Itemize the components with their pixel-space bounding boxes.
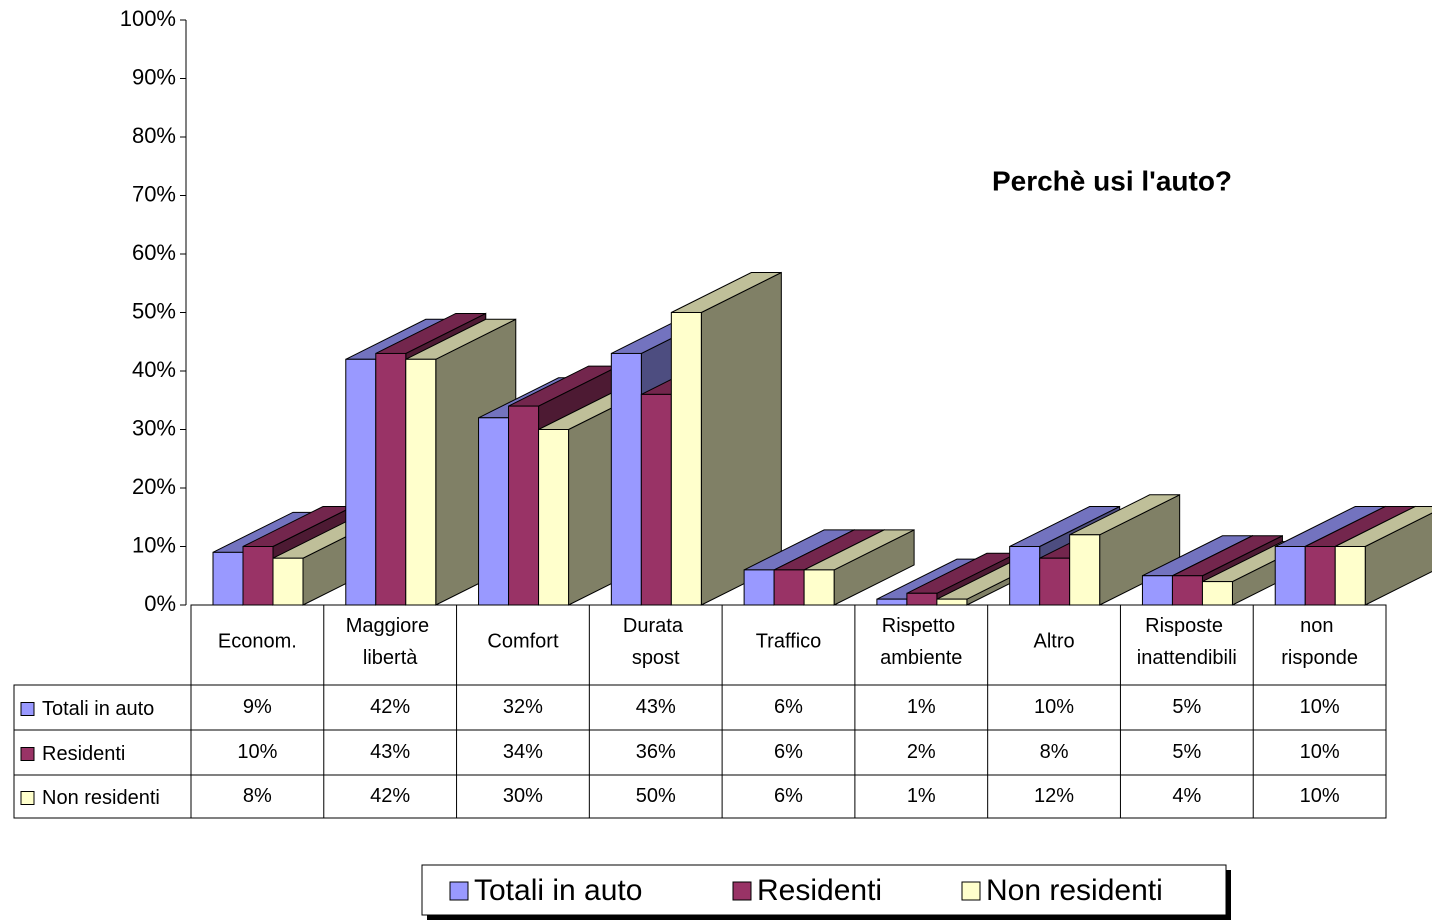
table-value: 1% <box>907 696 936 718</box>
table-value: 10% <box>1300 785 1340 807</box>
table-value: 5% <box>1172 741 1201 763</box>
bar-front <box>478 417 510 606</box>
y-tick-label: 30% <box>132 415 176 440</box>
table-value: 1% <box>907 785 936 807</box>
table-value: 6% <box>774 741 803 763</box>
bar-front <box>1304 546 1336 606</box>
y-tick-label: 100% <box>120 6 176 31</box>
legend-box <box>421 864 1227 916</box>
bar-front <box>345 358 377 606</box>
x-tick-label: non risponde <box>1281 615 1358 669</box>
table-value: 36% <box>636 741 676 763</box>
bar-front <box>670 312 702 606</box>
y-tick-label: 40% <box>132 357 176 382</box>
chart-title: Perchè usi l'auto? <box>992 165 1232 196</box>
bar-front <box>375 352 407 606</box>
bar-front <box>773 569 805 606</box>
table-row-label: Non residenti <box>42 787 160 809</box>
bar-front <box>906 592 938 606</box>
table-value: 10% <box>1300 696 1340 718</box>
y-tick-label: 80% <box>132 123 176 148</box>
table-value: 6% <box>774 785 803 807</box>
table-value: 43% <box>370 741 410 763</box>
table-value: 42% <box>370 696 410 718</box>
bar-front <box>640 393 672 606</box>
x-tick-label: Comfort <box>487 630 559 652</box>
table-value: 9% <box>243 696 272 718</box>
data-table: Econom. Maggiore libertà Comfort Durata spo… <box>13 604 1387 819</box>
bar-front <box>876 598 908 606</box>
x-tick-label: Durata spost <box>623 615 689 669</box>
bar-front <box>405 358 437 606</box>
bar <box>1334 506 1432 606</box>
bar-front <box>610 352 642 606</box>
legend-label: Non residenti <box>986 874 1163 907</box>
legend-key <box>961 881 981 901</box>
legend-label: Residenti <box>757 874 882 907</box>
bar <box>670 271 782 606</box>
legend-label: Totali in auto <box>474 874 642 907</box>
table-value: 10% <box>1300 741 1340 763</box>
table-value: 50% <box>636 785 676 807</box>
y-tick-label: 50% <box>132 298 176 323</box>
bar-front <box>1039 557 1071 606</box>
table-legend-key <box>20 702 35 716</box>
bar-front <box>1141 575 1173 606</box>
table-legend-key <box>20 747 35 761</box>
x-tick-label: Altro <box>1033 630 1074 652</box>
bar-front <box>803 569 835 606</box>
table-legend-key <box>20 791 35 805</box>
y-tick-label: 0% <box>144 591 176 616</box>
table-value: 8% <box>243 785 272 807</box>
legend-key <box>449 881 469 901</box>
table-value: 43% <box>636 696 676 718</box>
bar-front <box>1274 546 1306 606</box>
table-row-label: Totali in auto <box>42 698 154 720</box>
y-tick-label: 20% <box>132 474 176 499</box>
table-value: 34% <box>503 741 543 763</box>
table-value: 10% <box>237 741 277 763</box>
bar-front <box>1171 575 1203 606</box>
y-tick-label: 60% <box>132 240 176 265</box>
bar-front <box>1334 546 1366 606</box>
table-value: 2% <box>907 741 936 763</box>
table-value: 12% <box>1034 785 1074 807</box>
bar-front <box>212 551 244 606</box>
bar-front <box>1069 534 1101 606</box>
bar-front <box>1009 546 1041 606</box>
table-value: 5% <box>1172 696 1201 718</box>
legend: Totali in auto Residenti Non residenti <box>421 864 1231 920</box>
table-value: 10% <box>1034 696 1074 718</box>
table-value: 30% <box>503 785 543 807</box>
x-tick-label: Risposte inattendibili <box>1137 615 1237 669</box>
x-tick-label: Econom. <box>218 630 297 652</box>
table-value: 8% <box>1040 741 1069 763</box>
y-tick-label: 70% <box>132 181 176 206</box>
bar-side <box>700 271 782 606</box>
x-tick-label: Traffico <box>756 630 822 652</box>
table-value: 4% <box>1172 785 1201 807</box>
x-tick-label: Maggiore libertà <box>346 615 435 669</box>
bar-front <box>508 405 540 606</box>
bar-front <box>936 598 968 606</box>
table-value: 6% <box>774 696 803 718</box>
table-value: 32% <box>503 696 543 718</box>
bar-front <box>242 546 274 606</box>
table-value: 42% <box>370 785 410 807</box>
y-tick-label: 10% <box>132 532 176 557</box>
bar-front <box>743 569 775 606</box>
y-tick-label: 90% <box>132 64 176 89</box>
bar <box>803 529 915 606</box>
bar-front <box>272 557 304 606</box>
bar-front <box>538 429 570 606</box>
x-tick-label: Rispetto ambiente <box>880 615 962 669</box>
table-row-label: Residenti <box>42 743 125 765</box>
bar-front <box>1201 581 1233 606</box>
legend-key <box>732 881 752 901</box>
